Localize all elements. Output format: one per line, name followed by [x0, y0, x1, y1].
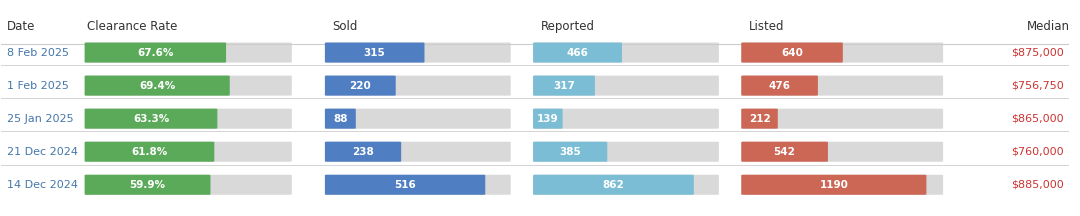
Text: 315: 315: [364, 48, 386, 57]
FancyBboxPatch shape: [534, 76, 595, 96]
FancyBboxPatch shape: [325, 76, 395, 96]
Text: 640: 640: [781, 48, 804, 57]
FancyBboxPatch shape: [325, 142, 511, 162]
Text: Listed: Listed: [748, 21, 784, 33]
FancyBboxPatch shape: [534, 43, 622, 63]
Text: Sold: Sold: [333, 21, 357, 33]
FancyBboxPatch shape: [325, 109, 511, 129]
FancyBboxPatch shape: [325, 142, 401, 162]
FancyBboxPatch shape: [741, 76, 943, 96]
Text: Clearance Rate: Clearance Rate: [86, 21, 177, 33]
Text: 59.9%: 59.9%: [130, 180, 165, 190]
Text: 25 Jan 2025: 25 Jan 2025: [6, 114, 73, 124]
Text: 516: 516: [394, 180, 416, 190]
Text: $756,750: $756,750: [1011, 81, 1064, 91]
Text: 317: 317: [553, 81, 575, 91]
FancyBboxPatch shape: [534, 175, 693, 195]
Text: 1190: 1190: [820, 180, 848, 190]
FancyBboxPatch shape: [84, 109, 217, 129]
FancyBboxPatch shape: [84, 175, 211, 195]
FancyBboxPatch shape: [534, 109, 719, 129]
FancyBboxPatch shape: [741, 175, 927, 195]
FancyBboxPatch shape: [84, 142, 214, 162]
FancyBboxPatch shape: [534, 175, 719, 195]
Text: Date: Date: [6, 21, 36, 33]
FancyBboxPatch shape: [325, 43, 511, 63]
FancyBboxPatch shape: [534, 76, 719, 96]
Text: 21 Dec 2024: 21 Dec 2024: [6, 147, 78, 157]
Text: Reported: Reported: [541, 21, 595, 33]
Text: 8 Feb 2025: 8 Feb 2025: [6, 48, 69, 57]
Text: Median: Median: [1026, 21, 1069, 33]
FancyBboxPatch shape: [325, 76, 511, 96]
Text: 220: 220: [350, 81, 372, 91]
FancyBboxPatch shape: [84, 175, 292, 195]
Text: 466: 466: [567, 48, 589, 57]
FancyBboxPatch shape: [325, 175, 511, 195]
Text: 88: 88: [333, 114, 348, 124]
Text: 238: 238: [352, 147, 374, 157]
Text: 862: 862: [603, 180, 624, 190]
FancyBboxPatch shape: [534, 109, 563, 129]
FancyBboxPatch shape: [534, 142, 719, 162]
Text: 212: 212: [748, 114, 770, 124]
FancyBboxPatch shape: [741, 76, 818, 96]
Text: 67.6%: 67.6%: [137, 48, 174, 57]
FancyBboxPatch shape: [84, 76, 230, 96]
Text: $885,000: $885,000: [1011, 180, 1064, 190]
FancyBboxPatch shape: [741, 175, 943, 195]
FancyBboxPatch shape: [534, 142, 607, 162]
FancyBboxPatch shape: [84, 43, 226, 63]
Text: 542: 542: [773, 147, 796, 157]
FancyBboxPatch shape: [84, 43, 292, 63]
Text: 63.3%: 63.3%: [133, 114, 170, 124]
Text: 139: 139: [537, 114, 558, 124]
FancyBboxPatch shape: [325, 175, 485, 195]
Text: 69.4%: 69.4%: [139, 81, 175, 91]
FancyBboxPatch shape: [741, 109, 943, 129]
FancyBboxPatch shape: [741, 142, 943, 162]
FancyBboxPatch shape: [325, 109, 355, 129]
Text: $865,000: $865,000: [1011, 114, 1064, 124]
Text: 385: 385: [559, 147, 581, 157]
Text: $760,000: $760,000: [1011, 147, 1064, 157]
FancyBboxPatch shape: [84, 109, 292, 129]
FancyBboxPatch shape: [741, 109, 778, 129]
FancyBboxPatch shape: [741, 43, 943, 63]
Text: 14 Dec 2024: 14 Dec 2024: [6, 180, 78, 190]
Text: 61.8%: 61.8%: [132, 147, 167, 157]
Text: 476: 476: [769, 81, 791, 91]
FancyBboxPatch shape: [741, 142, 828, 162]
FancyBboxPatch shape: [84, 142, 292, 162]
FancyBboxPatch shape: [534, 43, 719, 63]
FancyBboxPatch shape: [741, 43, 842, 63]
FancyBboxPatch shape: [84, 76, 292, 96]
Text: 1 Feb 2025: 1 Feb 2025: [6, 81, 69, 91]
Text: $875,000: $875,000: [1011, 48, 1064, 57]
FancyBboxPatch shape: [325, 43, 424, 63]
